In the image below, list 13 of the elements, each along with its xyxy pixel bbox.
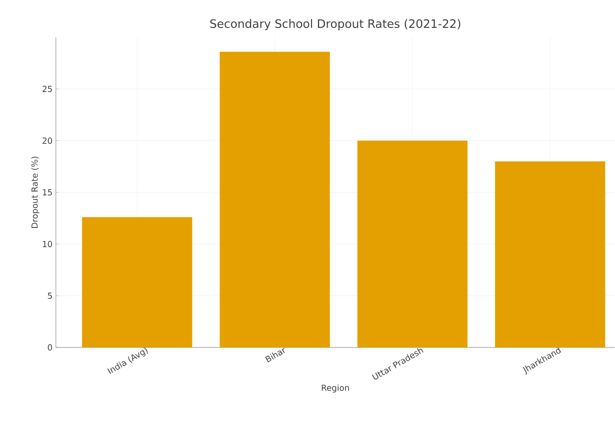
y-axis-title: Dropout Rate (%) [31,156,40,228]
bar [82,217,192,348]
y-tick-label: 25 [42,86,52,92]
y-tick-label: 5 [48,292,52,299]
bar [220,52,330,348]
bar [495,161,606,348]
y-tick-label: 0 [48,344,52,351]
y-tick-label: 20 [42,138,52,144]
y-tick-label: 10 [42,241,52,248]
y-tick-label: 15 [42,189,52,196]
chart-title: Secondary School Dropout Rates (2021-22) [210,19,460,30]
x-axis-title: Region [322,384,349,393]
bar [357,140,468,348]
